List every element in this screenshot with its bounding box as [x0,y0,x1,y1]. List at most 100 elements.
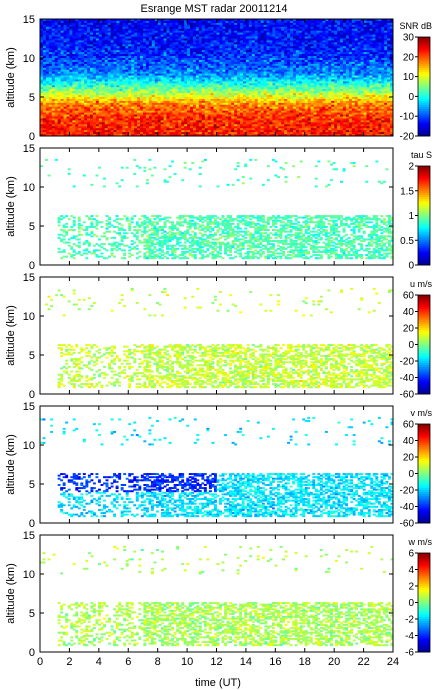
heatmap-cell [387,73,391,76]
heatmap-cell [157,81,162,84]
heatmap-cell [198,32,203,35]
heatmap-cell [204,69,209,73]
heatmap-cell [222,91,226,94]
heatmap-cell [101,83,106,86]
heatmap-cell [307,22,312,26]
heatmap-cell [348,38,353,41]
heatmap-cell [231,65,235,69]
heatmap-cell [119,48,123,51]
heatmap-cell [378,50,382,53]
heatmap-cell [307,85,312,88]
heatmap-cell [184,24,188,28]
heatmap-cell [207,22,212,26]
heatmap-cell [69,24,73,28]
heatmap-cell [307,87,312,90]
heatmap-cell [325,20,329,24]
heatmap-cell [54,28,59,32]
heatmap-cell [319,69,323,73]
heatmap-cell [378,28,382,32]
heatmap-cell [104,48,109,51]
heatmap-cell [110,36,114,39]
heatmap-cell [304,44,309,47]
heatmap-cell [245,67,250,71]
heatmap-cell [140,93,144,96]
heatmap-cell [42,97,47,100]
heatmap-cell [78,24,82,28]
heatmap-cell [301,52,306,55]
heatmap-cell [369,97,373,100]
heatmap-cell [378,93,382,96]
heatmap-cell [128,91,132,94]
heatmap-cell [87,56,91,59]
heatmap-cell [72,19,76,22]
heatmap-cell [216,26,220,30]
heatmap-cell [263,65,267,69]
heatmap-cell [301,48,306,51]
heatmap-cell [187,46,191,49]
heatmap-cell [357,89,362,92]
heatmap-cell [48,38,53,41]
heatmap-cell [175,58,179,61]
heatmap-cell [313,97,317,100]
heatmap-cell [266,73,270,76]
heatmap-cell [345,56,350,59]
heatmap-cell [42,42,47,45]
heatmap-cell [40,98,44,102]
heatmap-cell [95,59,100,63]
heatmap-cell [101,97,106,100]
heatmap-cell [269,36,273,39]
heatmap-cell [240,24,244,28]
heatmap-cell [278,69,282,73]
heatmap-cell [242,38,247,41]
heatmap-cell [81,48,85,51]
heatmap-cell [345,28,350,32]
heatmap-cell [248,52,253,55]
heatmap-cell [375,34,379,37]
heatmap-cell [131,19,135,22]
heatmap-cell [242,65,247,69]
heatmap-cell [207,98,212,102]
heatmap-cell [254,46,259,49]
heatmap-cell [163,65,167,69]
heatmap-cell [57,83,61,86]
heatmap-cell [163,28,167,32]
heatmap-cell [384,40,388,43]
heatmap-cell [128,73,132,76]
heatmap-cell [122,38,126,41]
heatmap-cell [84,85,88,88]
heatmap-cell [169,22,173,26]
heatmap-cell [163,20,167,24]
heatmap-cell [92,79,97,82]
heatmap-cell [145,87,150,90]
heatmap-cell [251,65,256,69]
heatmap-cell [101,52,106,55]
heatmap-cell [240,73,244,76]
heatmap-cell [384,19,388,22]
heatmap-cell [60,26,64,30]
heatmap-cell [272,93,276,96]
heatmap-cell [360,34,364,37]
heatmap-cell [216,44,220,47]
heatmap-cell [42,91,47,94]
heatmap-cell [234,50,238,53]
heatmap-cell [345,44,350,47]
heatmap-cell [48,42,53,45]
heatmap-cell [354,38,359,41]
heatmap-cell [328,95,332,98]
heatmap-cell [169,69,173,73]
heatmap-cell [190,81,194,84]
heatmap-cell [163,34,167,37]
heatmap-cell [331,26,335,30]
heatmap-cell [240,20,244,24]
heatmap-cell [387,50,391,53]
heatmap-cell [248,38,253,41]
heatmap-cell [237,28,241,32]
heatmap-cell [54,42,59,45]
heatmap-cell [207,97,212,100]
heatmap-cell [251,34,256,37]
heatmap-cell [204,52,209,55]
heatmap-cell [390,26,394,30]
heatmap-cell [390,34,394,37]
heatmap-cell [140,48,144,51]
heatmap-cell [142,56,147,59]
